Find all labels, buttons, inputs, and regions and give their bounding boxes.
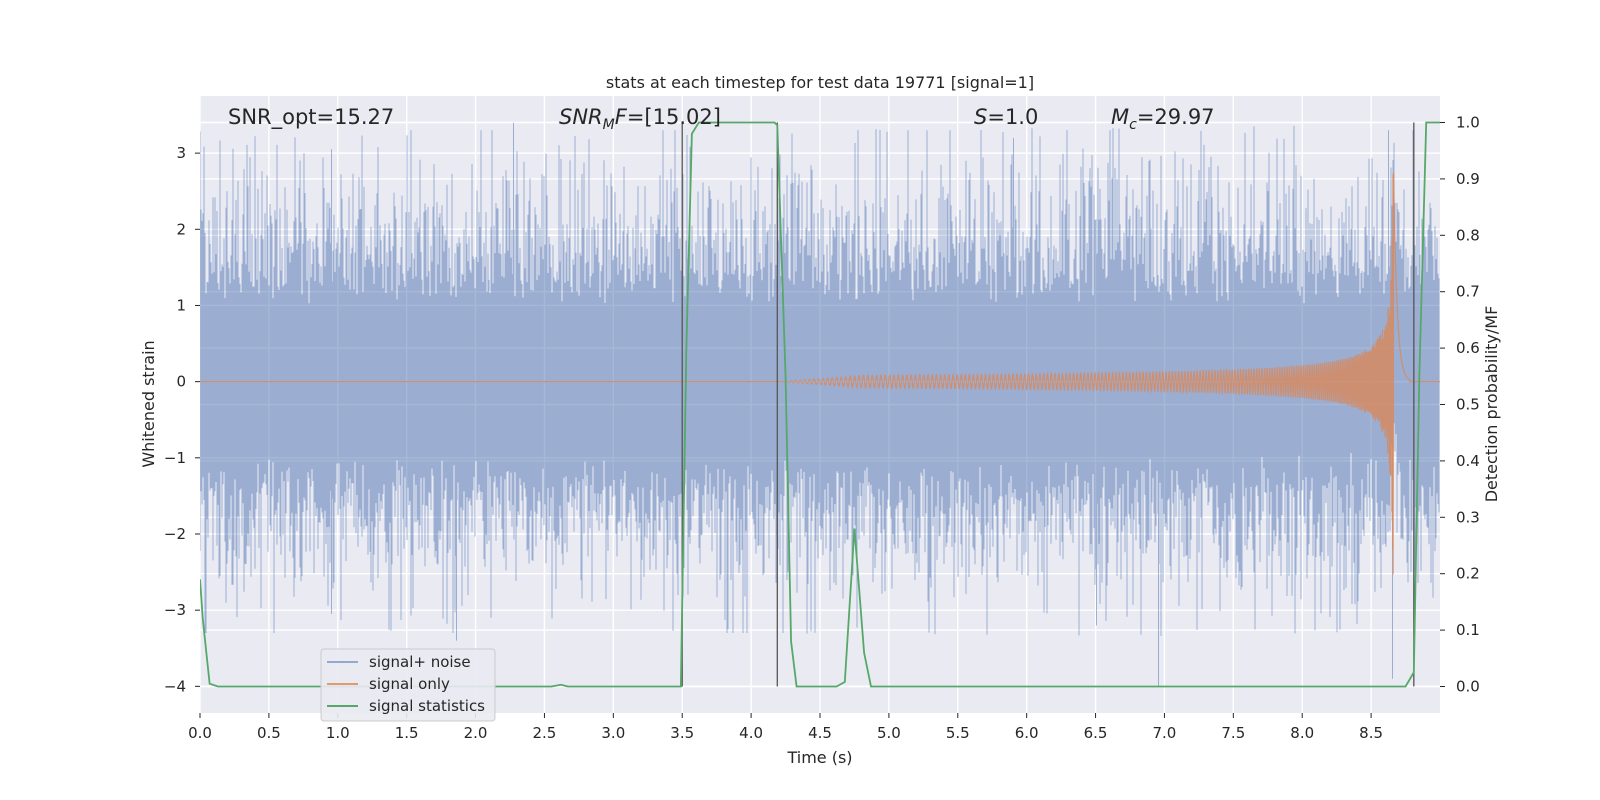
snr-mf-annotation: SNRMF=[15.02] <box>559 105 721 133</box>
axis-ticks: 0.0 0.5 1.0 1.5 2.0 2.5 3.0 3.5 4.0 4.5 5.0 5.5 6.0 6… <box>164 114 1480 742</box>
x-tick-label: 0.5 <box>257 724 281 742</box>
x-tick-label: 7.5 <box>1221 724 1245 742</box>
y2-axis-label: Detection probability/MF <box>1482 306 1501 503</box>
y2-tick-label: 0.3 <box>1456 508 1480 526</box>
s-value: =1.0 <box>987 105 1038 129</box>
x-tick-label: 3.5 <box>670 724 694 742</box>
x-tick-label: 8.5 <box>1359 724 1383 742</box>
legend-box <box>320 648 496 722</box>
s-symbol: S <box>974 105 987 129</box>
mc-base: M <box>1111 105 1129 129</box>
y2-tick-label: 1.0 <box>1456 114 1480 132</box>
legend-label-noise: signal+ noise <box>369 653 471 671</box>
x-tick-label: 2.0 <box>464 724 488 742</box>
signal-noise-trace <box>200 122 1440 687</box>
y2-tick-label: 0.4 <box>1456 452 1480 470</box>
y-tick-label: −4 <box>164 677 186 695</box>
x-tick-label: 2.5 <box>533 724 557 742</box>
signal-statistics-line <box>200 121 1440 688</box>
x-tick-label: 0.0 <box>188 724 212 742</box>
signal-statistics-series <box>200 121 1440 688</box>
x-tick-label: 4.0 <box>739 724 763 742</box>
legend: signal+ noise signal only signal statist… <box>320 648 496 722</box>
signal-noise-series <box>200 122 1440 687</box>
legend-label-signal: signal only <box>369 675 450 693</box>
x-tick-label: 1.5 <box>395 724 419 742</box>
y2-tick-label: 0.2 <box>1456 565 1480 583</box>
mc-subscript: c <box>1129 117 1137 133</box>
y-tick-label: 2 <box>176 220 186 238</box>
snr-opt-annotation: SNR_opt=15.27 <box>228 105 394 130</box>
y2-tick-label: 0.6 <box>1456 339 1480 357</box>
signal-only-series <box>200 172 1440 575</box>
snr-mf-subscript: M <box>603 117 615 133</box>
s-annotation: S=1.0 <box>974 105 1038 129</box>
y-axis-label: Whitened strain <box>139 340 158 467</box>
chart-title: stats at each timestep for test data 197… <box>606 73 1034 92</box>
x-tick-label: 8.0 <box>1290 724 1314 742</box>
x-axis-label: Time (s) <box>786 748 852 767</box>
y-tick-label: 0 <box>176 373 186 391</box>
y2-tick-label: 0.8 <box>1456 226 1480 244</box>
x-tick-label: 1.0 <box>326 724 350 742</box>
mc-annotation: Mc=29.97 <box>1111 105 1215 133</box>
y2-tick-label: 0.5 <box>1456 396 1480 414</box>
x-tick-label: 3.0 <box>601 724 625 742</box>
y-tick-label: −3 <box>164 601 186 619</box>
mc-value: =29.97 <box>1137 105 1215 129</box>
y2-tick-label: 0.0 <box>1456 677 1480 695</box>
y2-tick-label: 0.1 <box>1456 621 1480 639</box>
x-tick-label: 7.0 <box>1153 724 1177 742</box>
y2-tick-label: 0.7 <box>1456 283 1480 301</box>
y-tick-label: −1 <box>164 449 186 467</box>
x-tick-label: 4.5 <box>808 724 832 742</box>
signal-only-trace <box>200 172 1440 575</box>
x-tick-label: 6.0 <box>1015 724 1039 742</box>
x-tick-label: 5.0 <box>877 724 901 742</box>
x-tick-label: 6.5 <box>1084 724 1108 742</box>
y-tick-label: 3 <box>176 144 186 162</box>
snr-mf-value: =[15.02] <box>627 105 721 129</box>
snr-mf-f: F <box>615 105 628 129</box>
y2-tick-label: 0.9 <box>1456 170 1480 188</box>
snr-mf-base: SNR <box>559 105 603 129</box>
x-tick-label: 5.5 <box>946 724 970 742</box>
y-tick-label: 1 <box>176 296 186 314</box>
legend-label-stats: signal statistics <box>369 697 485 715</box>
y-tick-label: −2 <box>164 525 186 543</box>
